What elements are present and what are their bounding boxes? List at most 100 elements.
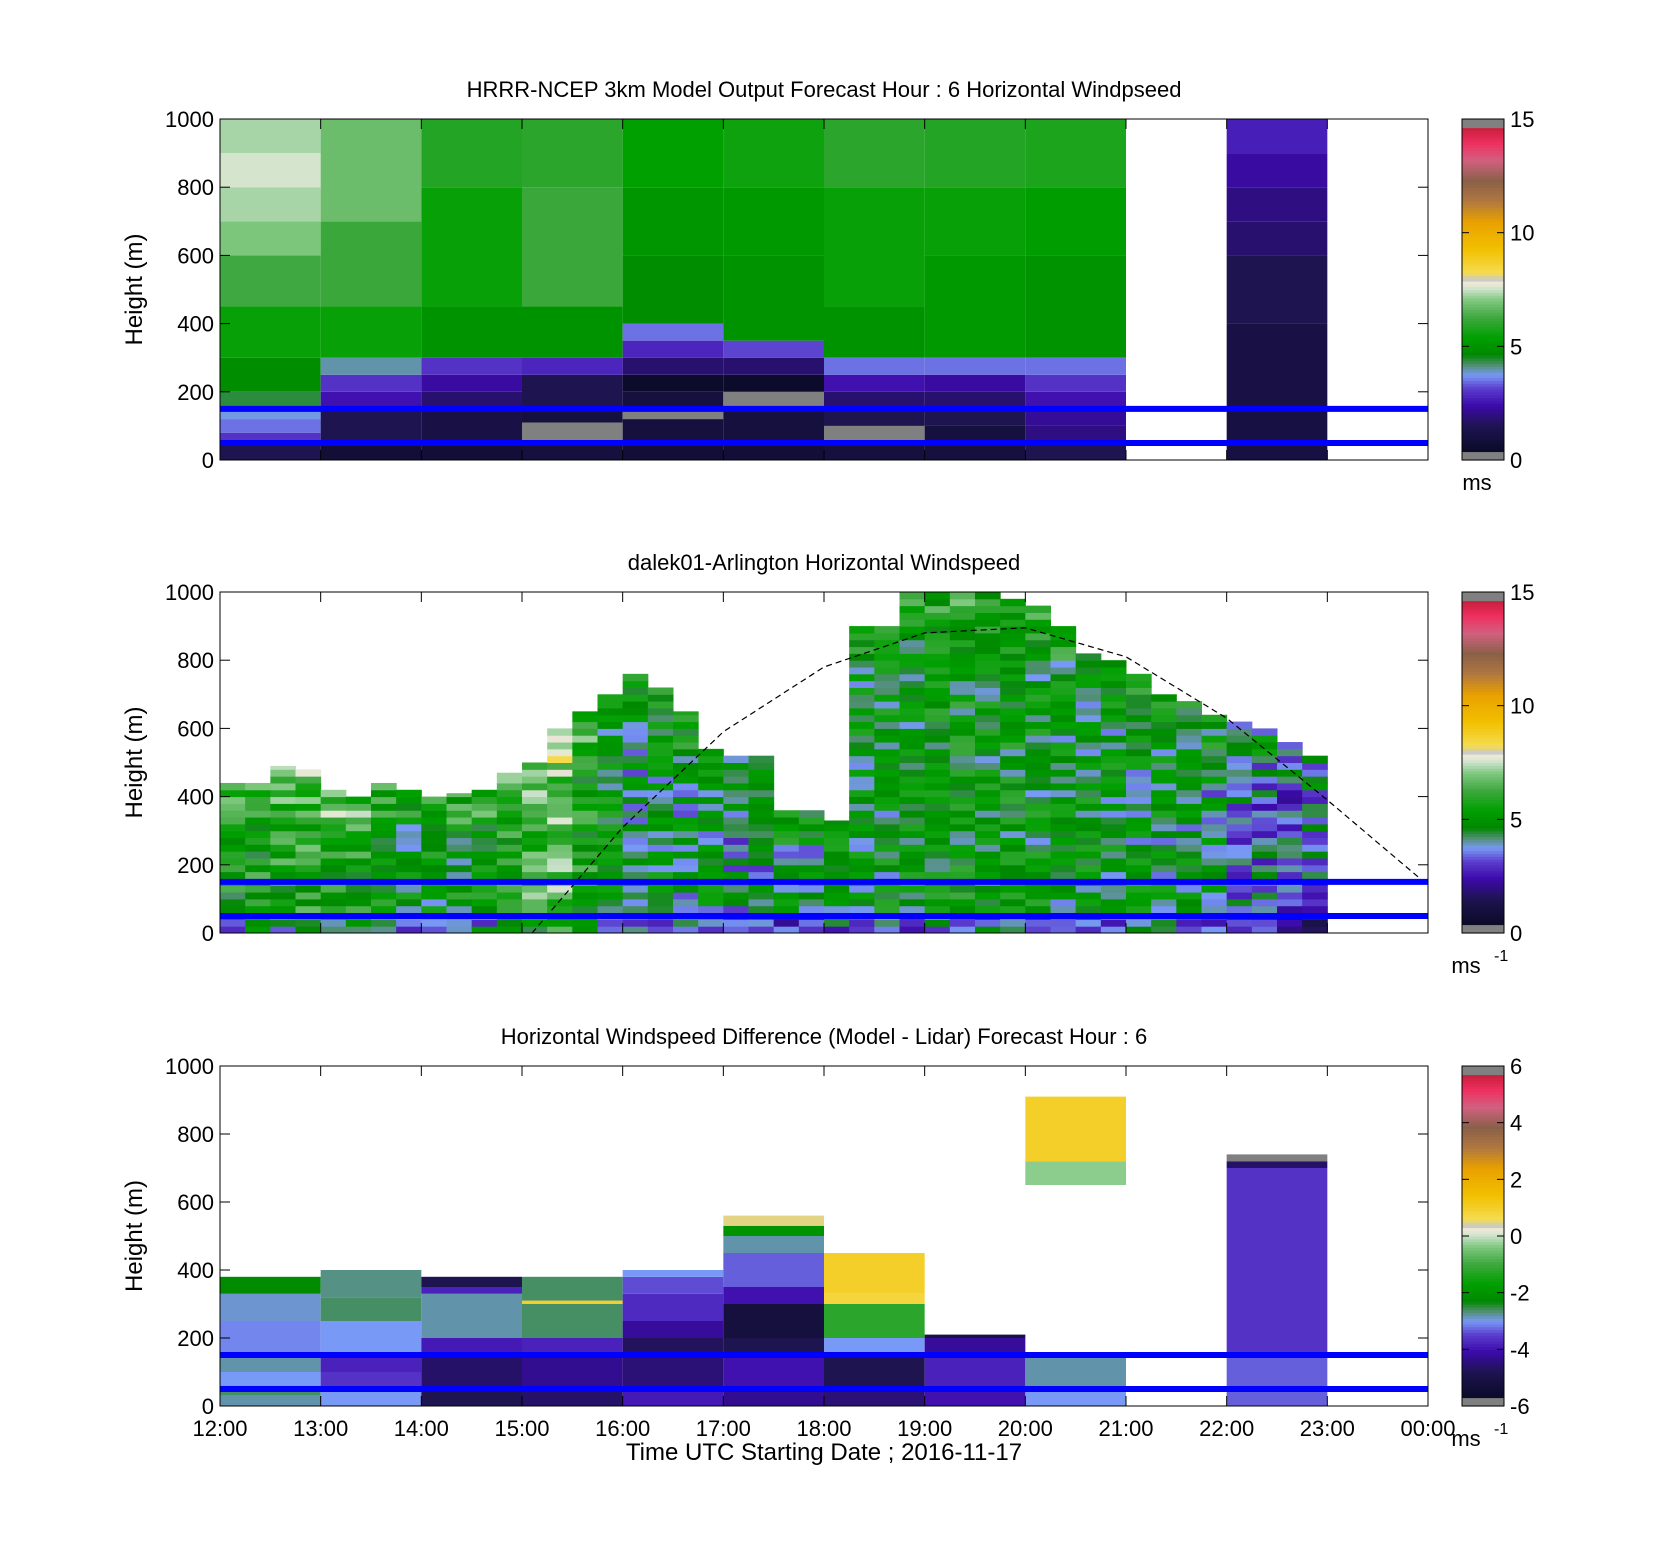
heatmap-cell (824, 1355, 925, 1389)
lidar-cell (1025, 803, 1051, 811)
lidar-cell (1025, 919, 1051, 927)
colorbar-segment (1462, 648, 1504, 653)
lidar-cell (1000, 782, 1026, 791)
lidar-cell (245, 926, 271, 933)
colorbar-segment (1462, 861, 1504, 866)
lidar-cell (547, 755, 573, 763)
lidar-cell (396, 871, 422, 879)
lidar-cell (949, 817, 976, 825)
lidar-cell (1251, 905, 1278, 914)
lidar-cell (1000, 803, 1026, 811)
lidar-cell (874, 728, 900, 736)
heatmap-cell (723, 442, 824, 460)
colorbar-segment (1462, 309, 1504, 313)
lidar-cell (1201, 796, 1228, 804)
colorbar-segment (1462, 1289, 1504, 1294)
colorbar-segment (1462, 685, 1504, 690)
lidar-cell (1050, 673, 1077, 682)
lidar-cell (773, 857, 800, 866)
lidar-cell (1201, 926, 1228, 933)
lidar-cell (874, 871, 900, 879)
lidar-cell (773, 905, 800, 914)
lidar-cell (1100, 864, 1127, 873)
lidar-cell (924, 701, 951, 709)
lidar-cell (572, 782, 598, 791)
lidar-cell (421, 810, 447, 818)
lidar-cell (1251, 864, 1278, 873)
lidar-cell (572, 755, 598, 763)
colorbar-segment (1462, 833, 1504, 837)
lidar-cell (597, 919, 624, 927)
lidar-cell (396, 926, 422, 933)
lidar-cell (245, 871, 271, 879)
lidar-cell (1100, 673, 1127, 682)
colorbar-segment (1462, 181, 1504, 185)
colorbar-segment (1462, 332, 1504, 336)
lidar-cell (295, 898, 322, 907)
colorbar-segment (1462, 315, 1504, 319)
lidar-cell (1025, 728, 1051, 736)
colorbar-segment (1462, 799, 1504, 803)
lidar-cell (1025, 714, 1051, 723)
lidar-cell (899, 851, 926, 859)
lidar-cell (924, 728, 951, 736)
lidar-cell (371, 803, 397, 811)
lidar-cell (572, 851, 598, 859)
lidar-cell (1251, 837, 1278, 845)
lidar-cell (849, 776, 875, 784)
lidar-cell (622, 687, 649, 695)
lidar-cell (723, 789, 749, 798)
lidar-cell (1000, 707, 1026, 716)
lidar-cell (698, 892, 724, 900)
lidar-cell (975, 864, 1001, 873)
lidar-cell (547, 796, 573, 804)
lidar-cell (1277, 776, 1303, 784)
lidar-cell (924, 742, 951, 750)
lidar-cell (572, 830, 598, 839)
colorbar-segment (1462, 1097, 1504, 1101)
colorbar-segment (1462, 773, 1504, 778)
colorbar-segment (1462, 266, 1504, 271)
lidar-cell (1176, 926, 1202, 933)
lidar-cell (1075, 673, 1102, 682)
lidar-cell (1050, 632, 1077, 641)
lidar-cell (1000, 796, 1026, 804)
lidar-cell (1000, 837, 1026, 845)
colorbar-segment (1462, 1304, 1504, 1308)
colorbar-segment (1462, 697, 1504, 701)
lidar-cell (597, 810, 624, 818)
colorbar-segment (1462, 1386, 1504, 1390)
lidar-cell (874, 851, 900, 859)
lidar-cell (924, 721, 951, 729)
heatmap-cell (622, 340, 724, 358)
panel-3: 12:00 13:00 14:00 15:00 16:00 17:00 18:00 19:00… (121, 1024, 1530, 1451)
lidar-cell (572, 823, 598, 832)
lidar-cell (421, 803, 447, 811)
lidar-cell (270, 926, 296, 933)
lidar-cell (1302, 796, 1328, 804)
lidar-cell (270, 769, 296, 777)
lidar-cell (220, 864, 246, 873)
colorbar-segment (1462, 1363, 1504, 1367)
lidar-cell (1251, 769, 1278, 777)
lidar-cell (345, 919, 372, 927)
lidar-cell (924, 639, 951, 648)
lidar-cell (1201, 782, 1228, 791)
y-tick-label: 200 (177, 380, 214, 405)
lidar-cell (1277, 755, 1303, 763)
lidar-cell (773, 810, 800, 818)
lidar-cell (975, 823, 1001, 832)
lidar-cell (572, 742, 598, 750)
lidar-cell (874, 817, 900, 825)
colorbar-segment (1462, 1176, 1504, 1180)
colorbar-segment (1462, 454, 1504, 458)
lidar-cell (270, 789, 296, 798)
lidar-cell (371, 789, 397, 798)
lidar-cell (975, 687, 1001, 695)
heatmap-cell (522, 119, 623, 188)
lidar-cell (622, 680, 649, 688)
colorbar-segment (1462, 1199, 1504, 1203)
lidar-cell (1000, 632, 1026, 641)
lidar-cell (1302, 830, 1328, 839)
colorbar-segment (1462, 1284, 1504, 1288)
